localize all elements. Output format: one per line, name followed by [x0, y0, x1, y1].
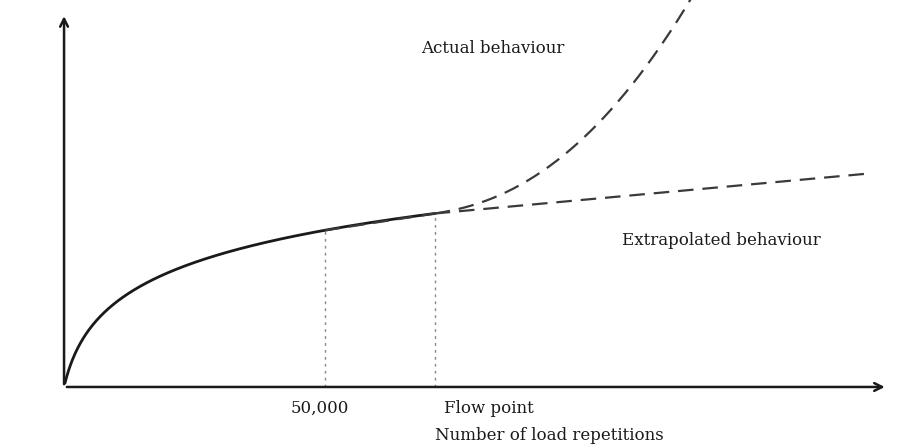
- Text: 50,000: 50,000: [291, 401, 350, 418]
- Text: Actual behaviour: Actual behaviour: [421, 40, 565, 57]
- Text: Number of load repetitions: Number of load repetitions: [435, 427, 663, 444]
- Text: Flow point: Flow point: [444, 401, 533, 418]
- Text: Extrapolated behaviour: Extrapolated behaviour: [622, 232, 821, 249]
